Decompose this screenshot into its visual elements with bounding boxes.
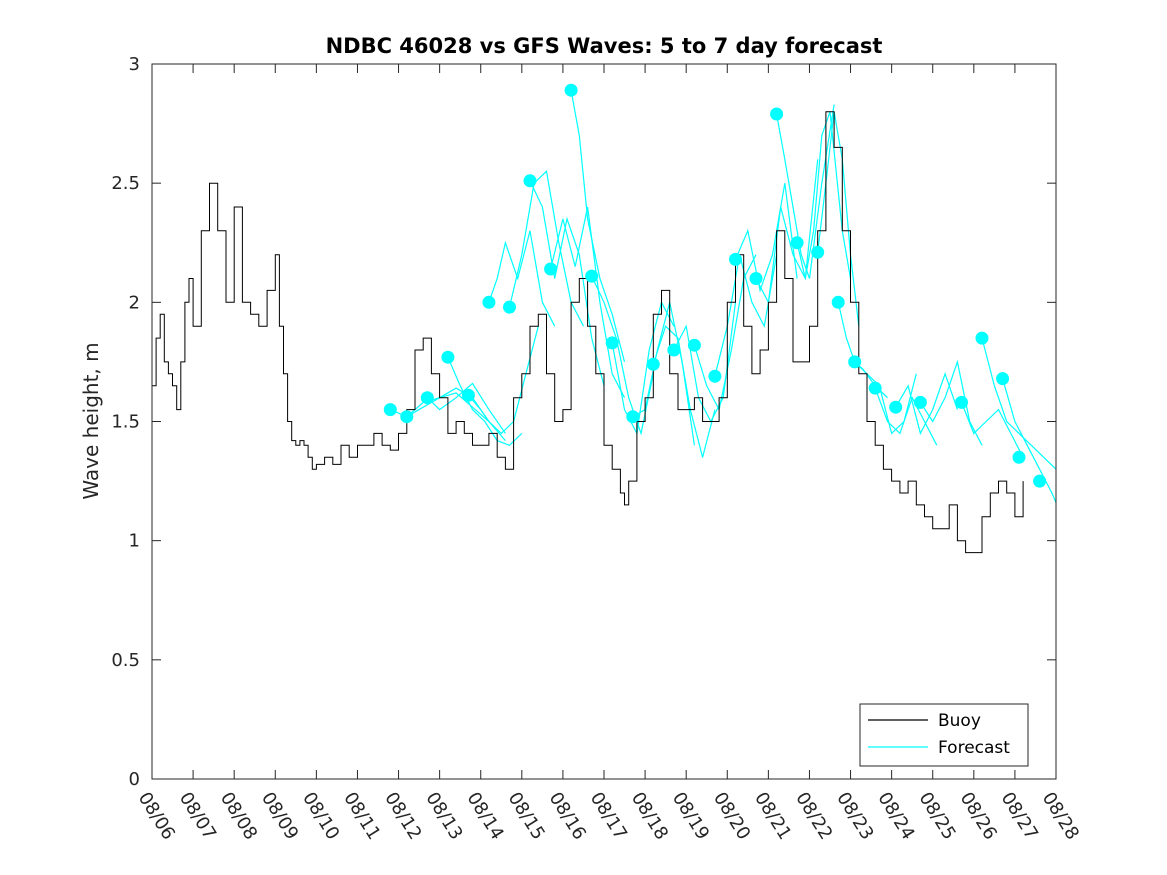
- forecast-marker: [770, 107, 784, 121]
- forecast-line: [611, 300, 675, 436]
- forecast-line: [591, 275, 654, 436]
- forecast-marker: [626, 410, 640, 424]
- y-tick-label: 2: [129, 292, 140, 313]
- forecast-line: [776, 104, 835, 279]
- x-tick-label: 08/10: [298, 789, 343, 844]
- forecast-line: [693, 254, 757, 412]
- forecast-line: [817, 111, 860, 327]
- forecast-marker: [383, 403, 397, 417]
- forecast-marker: [523, 174, 537, 188]
- forecast-marker: [708, 369, 722, 383]
- buoy-line: [152, 111, 1024, 554]
- x-tick-label: 08/26: [956, 789, 1001, 844]
- x-tick-label: 08/15: [504, 789, 549, 844]
- forecast-marker: [687, 338, 701, 352]
- forecast-line: [755, 159, 819, 305]
- forecast-marker: [420, 391, 434, 405]
- x-tick-label: 08/20: [709, 789, 754, 844]
- forecast-marker: [955, 395, 968, 409]
- forecast-line: [570, 90, 626, 363]
- forecast-marker: [441, 350, 455, 364]
- forecast-line: [447, 356, 523, 446]
- forecast-line: [895, 371, 958, 436]
- x-tick-label: 08/22: [791, 789, 836, 844]
- y-tick-label: 0: [129, 769, 140, 790]
- forecast-marker: [913, 395, 927, 409]
- forecast-line: [488, 230, 556, 327]
- legend-box: [859, 703, 1029, 767]
- forecast-marker: [564, 83, 578, 97]
- y-tick-label: 1.5: [111, 412, 140, 433]
- x-tick-label: 08/24: [873, 789, 918, 844]
- y-tick-label: 3: [129, 54, 140, 75]
- x-tick-label: 08/07: [175, 789, 220, 844]
- x-tick-label: 08/11: [339, 789, 384, 844]
- forecast-line: [874, 387, 938, 446]
- forecast-line: [1002, 378, 1057, 503]
- forecast-marker: [729, 252, 742, 266]
- series-layer: [152, 90, 1057, 554]
- forecast-marker: [868, 381, 882, 395]
- forecast-marker: [811, 245, 825, 259]
- forecast-line: [960, 402, 1024, 458]
- forecast-line: [734, 183, 798, 293]
- chart-title: NDBC 46028 vs GFS Waves: 5 to 7 day fore…: [326, 34, 883, 58]
- x-tick-label: 08/18: [627, 789, 672, 844]
- x-tick-label: 08/27: [997, 789, 1042, 844]
- forecast-markers: [383, 83, 1047, 488]
- forecast-marker: [975, 331, 989, 345]
- y-tick-label: 1: [129, 531, 140, 552]
- x-tick-label: 08/17: [586, 789, 631, 844]
- y-tick-label: 0.5: [111, 650, 140, 671]
- forecast-marker: [1012, 450, 1026, 464]
- x-tick-label: 08/23: [832, 789, 877, 844]
- forecast-marker: [1033, 474, 1047, 488]
- forecast-line: [714, 254, 778, 377]
- x-tick-label: 08/12: [380, 789, 425, 844]
- forecast-marker: [585, 269, 599, 283]
- forecast-marker: [544, 262, 558, 276]
- forecast-line: [919, 359, 983, 446]
- forecast-line: [652, 325, 716, 458]
- forecast-marker: [667, 343, 681, 357]
- forecast-marker: [482, 295, 496, 309]
- x-tick-label: 08/08: [216, 789, 261, 844]
- x-tick-label: 08/19: [668, 789, 713, 844]
- legend: Buoy Forecast: [859, 703, 1029, 767]
- x-tick-label: 08/13: [421, 789, 466, 844]
- forecast-marker: [400, 410, 414, 424]
- y-axis-label: Wave height, m: [79, 342, 103, 499]
- forecast-line: [550, 206, 626, 398]
- y-tick-label: 2.5: [111, 173, 140, 194]
- x-tick-label: 08/09: [257, 789, 302, 844]
- forecast-line: [529, 180, 605, 386]
- forecast-marker: [461, 388, 475, 402]
- y-axis: 0 0.5 1 1.5 2 2.5 3: [111, 54, 1056, 790]
- forecast-marker: [790, 236, 804, 250]
- forecast-marker: [889, 400, 903, 414]
- forecast-marker: [646, 357, 660, 371]
- forecast-marker: [848, 355, 862, 369]
- legend-buoy-label: Buoy: [938, 711, 981, 731]
- forecast-line: [854, 361, 917, 435]
- x-tick-label: 08/16: [545, 789, 590, 844]
- x-tick-label: 08/28: [1038, 789, 1083, 844]
- forecast-marker: [831, 295, 845, 309]
- forecast-marker: [996, 372, 1010, 386]
- forecast-marker: [605, 336, 619, 350]
- forecast-marker: [503, 300, 516, 314]
- forecast-marker: [749, 272, 763, 285]
- forecast-line: [981, 337, 1057, 470]
- x-tick-label: 08/25: [914, 789, 959, 844]
- legend-forecast-label: Forecast: [938, 738, 1010, 758]
- x-tick-label: 08/21: [750, 789, 795, 844]
- x-tick-label: 08/06: [134, 789, 179, 844]
- x-tick-label: 08/14: [462, 789, 507, 844]
